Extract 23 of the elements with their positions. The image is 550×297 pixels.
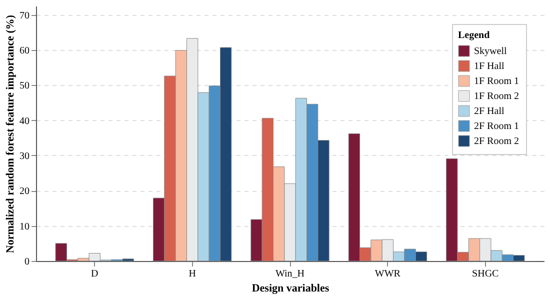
y-tick-label: 40 <box>20 116 30 127</box>
legend-label: 1F Hall <box>474 61 504 72</box>
legend-title: Legend <box>458 30 490 41</box>
y-tick-label: 70 <box>20 10 30 22</box>
y-tick-label: 30 <box>20 150 30 162</box>
y-tick-label: 60 <box>20 45 30 56</box>
y-tick-label: 0 <box>24 256 30 268</box>
legend-label: 2F Room 2 <box>474 136 520 147</box>
y-tick-label: 20 <box>20 186 30 198</box>
x-tick-label: D <box>91 268 98 280</box>
x-tick-label: H <box>188 268 196 280</box>
x-axis-title: Design variables <box>252 282 330 294</box>
y-axis-title: Normalized random forest feature importance (%) <box>4 14 16 254</box>
y-tick-label: 50 <box>20 80 30 92</box>
legend-label: 2F Room 1 <box>474 121 520 132</box>
legend-label: 1F Room 1 <box>474 76 520 87</box>
x-tick-label: WWR <box>374 268 401 280</box>
y-tick-label: 10 <box>20 221 30 232</box>
legend-label: Skywell <box>474 46 507 57</box>
x-tick-label: Win_H <box>275 268 305 280</box>
x-tick-label: SHGC <box>472 268 500 280</box>
legend-label: 2F Hall <box>474 106 504 117</box>
legend-label: 1F Room 2 <box>474 91 520 102</box>
